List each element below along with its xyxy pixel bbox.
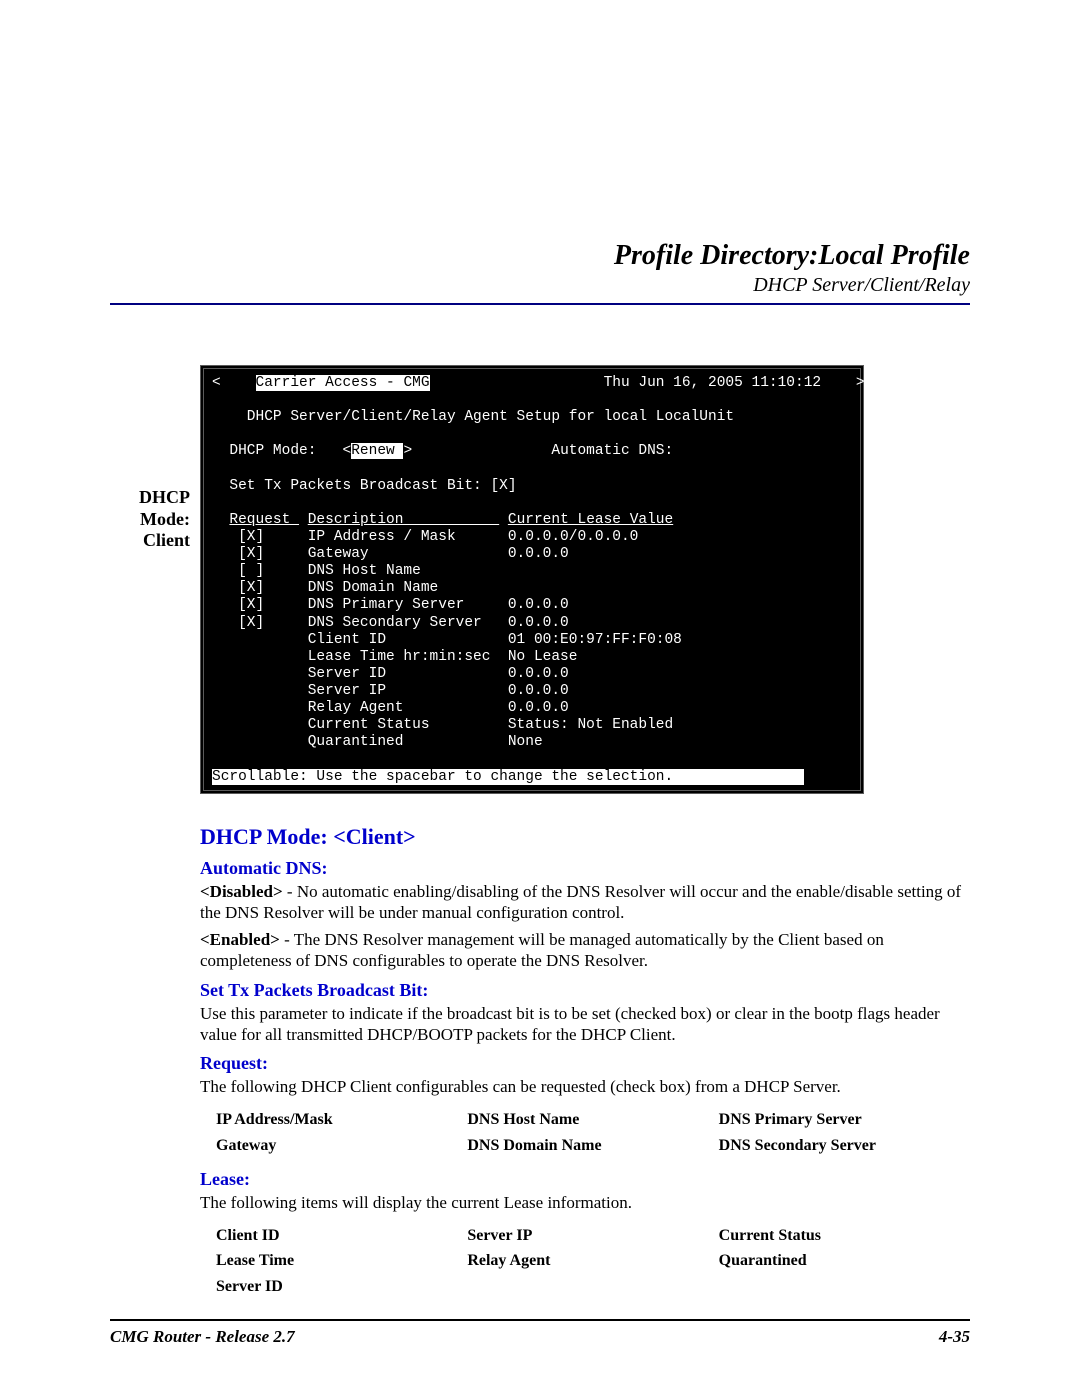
enabled-label: <Enabled> (200, 930, 280, 949)
disabled-label: <Disabled> (200, 882, 283, 901)
autodns-disabled-para: <Disabled> - No automatic enabling/disab… (200, 881, 970, 924)
lease-3b: Quarantined (719, 1248, 970, 1274)
lease-1c: Server ID (216, 1274, 467, 1300)
footer-left: CMG Router - Release 2.7 (110, 1327, 295, 1347)
req-3b: DNS Secondary Server (719, 1133, 970, 1159)
page: Profile Directory:Local Profile DHCP Ser… (0, 0, 1080, 1397)
req-2a: DNS Host Name (467, 1107, 718, 1133)
side-label: DHCP Mode: Client (110, 365, 200, 794)
lease-col-2: Server IP Relay Agent (467, 1223, 718, 1300)
request-columns: IP Address/Mask Gateway DNS Host Name DN… (216, 1107, 970, 1158)
footer-rule (110, 1319, 970, 1321)
header-title: Profile Directory:Local Profile (110, 240, 970, 272)
lease-columns: Client ID Lease Time Server ID Server IP… (216, 1223, 970, 1300)
req-3a: DNS Primary Server (719, 1107, 970, 1133)
request-heading: Request: (200, 1053, 970, 1074)
autodns-heading: Automatic DNS: (200, 858, 970, 879)
content: DHCP Mode: <Client> Automatic DNS: <Disa… (200, 824, 970, 1300)
body-row: DHCP Mode: Client < Carrier Access - CMG… (110, 365, 970, 794)
mode-heading: DHCP Mode: <Client> (200, 824, 970, 850)
setbit-heading: Set Tx Packets Broadcast Bit: (200, 980, 970, 1001)
lease-1a: Client ID (216, 1223, 467, 1249)
page-header: Profile Directory:Local Profile DHCP Ser… (110, 240, 970, 305)
terminal-screen: < Carrier Access - CMG Thu Jun 16, 2005 … (200, 365, 864, 794)
lease-1b: Lease Time (216, 1248, 467, 1274)
req-1a: IP Address/Mask (216, 1107, 467, 1133)
lease-heading: Lease: (200, 1169, 970, 1190)
autodns-enabled-para: <Enabled> - The DNS Resolver management … (200, 929, 970, 972)
req-2b: DNS Domain Name (467, 1133, 718, 1159)
req-col-1: IP Address/Mask Gateway (216, 1107, 467, 1158)
lease-col-3: Current Status Quarantined (719, 1223, 970, 1300)
disabled-text: - No automatic enabling/disabling of the… (200, 882, 961, 922)
header-subtitle: DHCP Server/Client/Relay (110, 274, 970, 297)
req-1b: Gateway (216, 1133, 467, 1159)
terminal-wrap: < Carrier Access - CMG Thu Jun 16, 2005 … (200, 365, 970, 794)
lease-3a: Current Status (719, 1223, 970, 1249)
enabled-text: - The DNS Resolver management will be ma… (200, 930, 884, 970)
footer-row: CMG Router - Release 2.7 4-35 (110, 1327, 970, 1347)
setbit-text: Use this parameter to indicate if the br… (200, 1003, 970, 1046)
lease-col-1: Client ID Lease Time Server ID (216, 1223, 467, 1300)
footer-right: 4-35 (939, 1327, 970, 1347)
lease-2a: Server IP (467, 1223, 718, 1249)
request-text: The following DHCP Client configurables … (200, 1076, 970, 1097)
req-col-2: DNS Host Name DNS Domain Name (467, 1107, 718, 1158)
footer: CMG Router - Release 2.7 4-35 (110, 1311, 970, 1347)
req-col-3: DNS Primary Server DNS Secondary Server (719, 1107, 970, 1158)
lease-text: The following items will display the cur… (200, 1192, 970, 1213)
header-rule (110, 303, 970, 305)
lease-2b: Relay Agent (467, 1248, 718, 1274)
